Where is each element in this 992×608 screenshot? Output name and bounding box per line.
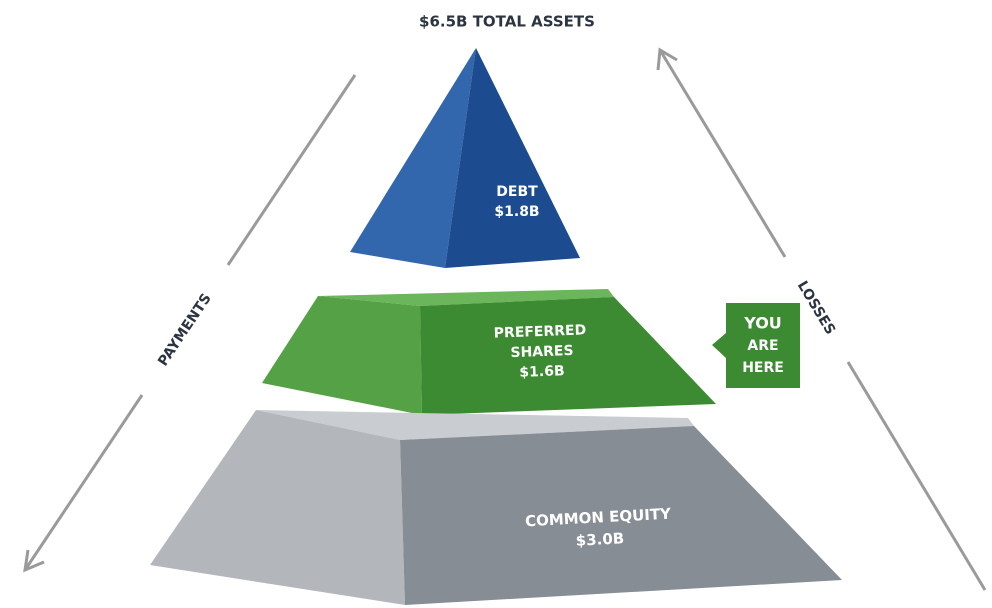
arrow-head xyxy=(656,47,678,71)
title: $6.5B TOTAL ASSETS xyxy=(419,13,595,31)
tier-face xyxy=(400,426,842,605)
losses-label: LOSSES xyxy=(794,278,838,337)
arrow-line xyxy=(846,361,987,591)
tier-name: DEBT xyxy=(496,184,538,200)
tier-face xyxy=(350,48,476,268)
payments-label: PAYMENTS xyxy=(155,291,215,369)
callout-text: YOU xyxy=(743,314,782,333)
tier-amount: $1.8B xyxy=(494,204,539,220)
tier-face xyxy=(420,297,716,415)
tier-face xyxy=(445,48,580,268)
tier-face xyxy=(318,289,614,306)
arrow-head xyxy=(23,549,45,573)
tier-face xyxy=(150,410,405,605)
arrow-line xyxy=(658,49,787,258)
arrow-line xyxy=(23,394,144,571)
debt-tier: DEBT $1.8B xyxy=(350,48,580,268)
callout-box xyxy=(712,303,800,388)
arrow-line xyxy=(226,74,357,266)
tier-name: SHARES xyxy=(510,343,574,361)
you-are-here-callout: YOU ARE HERE xyxy=(712,303,800,388)
callout-text: ARE xyxy=(747,338,778,354)
preferred-tier: PREFERRED SHARES $1.6B xyxy=(262,289,716,415)
tier-face xyxy=(256,410,694,440)
tier-face xyxy=(262,296,422,415)
tier-amount: $3.0B xyxy=(575,529,624,550)
callout-text: HERE xyxy=(742,360,784,376)
tier-name: PREFERRED xyxy=(494,322,587,341)
common-equity-tier: COMMON EQUITY $3.0B xyxy=(150,410,842,605)
tier-amount: $1.6B xyxy=(519,363,565,381)
